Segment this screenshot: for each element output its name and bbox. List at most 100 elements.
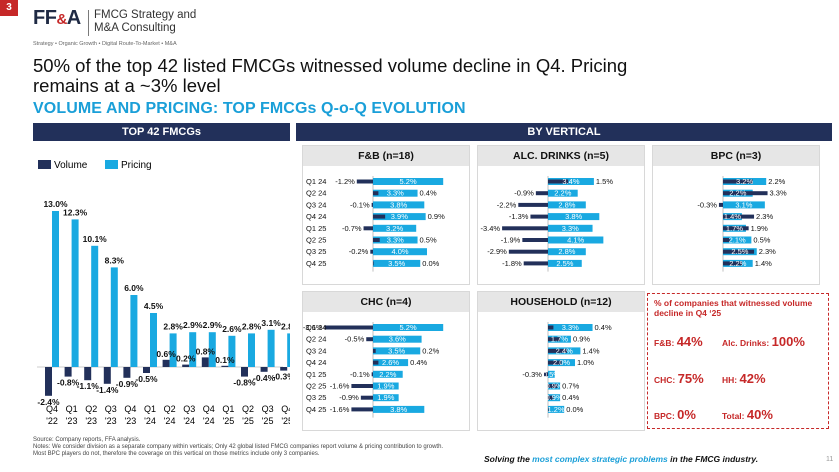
pricing-data-label: 4.5% <box>144 301 164 311</box>
pricing-bar <box>287 333 295 367</box>
volume-data-label: -0.8% <box>57 378 80 388</box>
x-tick-label-quarter: Q1 <box>144 404 156 414</box>
volume-bar <box>360 395 373 400</box>
pricing-bar <box>723 201 765 209</box>
volume-data-label: -0.5% <box>345 335 365 344</box>
pricing-data-label: 2.5% <box>556 259 573 268</box>
pricing-bar <box>110 267 118 367</box>
volume-bar <box>201 357 209 367</box>
panel-alc: ALC. DRINKS (n=5) 3.4% 1.5% 2.2% -0.9% 2.8% -… <box>477 145 645 285</box>
volume-data-label: -2.2% <box>497 200 517 209</box>
pricing-data-label: 2.8% <box>558 247 575 256</box>
panel-bpc-chart: 3.2% 2.2% 2.2% 3.3% 3.1% -0.3% 1.4% 2.3% 1.7% 1.9… <box>697 176 787 272</box>
volume-data-label: -0.8% <box>233 378 256 388</box>
volume-data-label: -0.1% <box>350 370 370 379</box>
volume-bar <box>548 407 549 412</box>
volume-data-label: -1.2% <box>335 177 355 186</box>
volume-data-label: -1.4% <box>96 385 119 395</box>
pricing-bar <box>373 324 444 331</box>
pricing-bar <box>548 394 561 402</box>
pricing-data-label: 2.2% <box>379 370 396 379</box>
callout-item-chc: CHC: 75% <box>654 371 704 386</box>
volume-bar <box>548 325 554 330</box>
volume-data-label: -0.3% <box>522 370 542 379</box>
x-tick-label-year: '23 <box>125 416 137 426</box>
pricing-data-label: 1.7% <box>551 335 568 344</box>
volume-data-label: 2.2% <box>768 177 785 186</box>
volume-data-label: -1.6% <box>330 405 350 414</box>
pricing-bar <box>548 178 594 185</box>
pricing-data-label: 6.0% <box>124 283 144 293</box>
pricing-data-label: 2.8% <box>558 200 575 209</box>
pricing-bar <box>548 370 555 378</box>
x-tick-label-quarter: Q1 <box>66 404 78 414</box>
panel-household-title: HOUSEHOLD (n=12) <box>478 292 644 312</box>
pricing-bar <box>373 189 418 197</box>
y-tick-label: Q1 24 <box>306 177 326 186</box>
x-tick-label-quarter: Q2 <box>85 404 97 414</box>
volume-data-label: -0.9% <box>514 189 534 198</box>
pricing-data-label: 3.8% <box>390 405 407 414</box>
volume-data-label: 0.4% <box>562 393 579 402</box>
x-tick-label-year: '25 <box>223 416 235 426</box>
logo-line-1: FMCG Strategy and <box>94 9 197 21</box>
volume-bar <box>84 367 92 381</box>
y-tick-label: Q4 25 <box>306 259 326 268</box>
volume-bar <box>718 202 723 207</box>
pricing-bar <box>208 332 216 367</box>
x-tick-label-year: '22 <box>46 416 58 426</box>
y-tick-label: Q1 25 <box>306 370 326 379</box>
volume-bar <box>373 191 379 196</box>
pricing-bar <box>373 394 399 402</box>
pricing-bar <box>373 405 425 413</box>
x-tick-label-year: '25 <box>262 416 274 426</box>
volume-data-label: 0.1% <box>215 355 235 365</box>
volume-bar <box>351 407 373 412</box>
volume-data-label: -0.7% <box>342 224 362 233</box>
volume-data-label: 1.5% <box>596 177 613 186</box>
pricing-data-label: 3.3% <box>562 323 579 332</box>
volume-data-label: 2.3% <box>756 212 773 221</box>
volume-bar <box>548 395 554 400</box>
pricing-data-label: 5.2% <box>400 177 417 186</box>
volume-bar <box>162 359 170 367</box>
pricing-data-label: 13.0% <box>43 199 68 209</box>
pricing-data-label: 3.5% <box>388 346 405 355</box>
panel-chc-chart: 5.2% -3.6%Q1 24 3.6% -0.5% Q2 24 3.5% 0.2% Q3 2… <box>303 322 444 418</box>
callout-title: % of companies that witnessed volume dec… <box>654 298 813 318</box>
panel-chc-title: CHC (n=4) <box>303 292 469 312</box>
y-tick-label: Q4 24 <box>306 212 326 221</box>
y-tick-label: Q2 24 <box>306 189 326 198</box>
volume-bar <box>548 348 567 353</box>
footnote-source: Source: Company reports, FFA analysis. <box>33 437 141 443</box>
pricing-data-label: 1.7% <box>726 224 743 233</box>
pricing-data-label: 1.9% <box>377 393 394 402</box>
volume-data-label: -1.8% <box>502 259 522 268</box>
pricing-data-label: 3.9% <box>391 212 408 221</box>
y-tick-label: Q3 24 <box>306 200 326 209</box>
volume-bar <box>366 337 373 342</box>
volume-bar <box>371 372 373 377</box>
volume-data-label: -1.3% <box>509 212 529 221</box>
callout-item-fb: F&B: 44% <box>654 334 703 349</box>
volume-bar <box>45 367 52 396</box>
volume-bar <box>221 365 229 367</box>
pricing-data-label: 2.8% <box>242 321 262 331</box>
pricing-data-label: 3.3% <box>562 224 579 233</box>
volume-data-label: 0.5% <box>753 236 770 245</box>
pricing-bar <box>373 259 421 267</box>
pricing-data-label: 2.5% <box>731 247 748 256</box>
volume-bar <box>723 238 730 242</box>
pricing-data-label: 3.6% <box>389 335 406 344</box>
pricing-data-label: 2.6% <box>382 358 399 367</box>
volume-data-label: -3.6% <box>303 323 323 332</box>
volume-data-label: -3.4% <box>481 224 501 233</box>
y-tick-label: Q1 25 <box>306 224 326 233</box>
volume-bar <box>548 360 562 365</box>
pricing-data-label: 3.8% <box>565 212 582 221</box>
volume-data-label: -1.6% <box>330 382 350 391</box>
panel-household: HOUSEHOLD (n=12) 3.3% 0.4% 1.7% 0.9% 2.4% 1.4… <box>477 291 645 431</box>
pricing-data-label: 2.2% <box>729 259 746 268</box>
volume-bar <box>351 384 373 388</box>
volume-data-label: 0.6% <box>156 349 176 359</box>
